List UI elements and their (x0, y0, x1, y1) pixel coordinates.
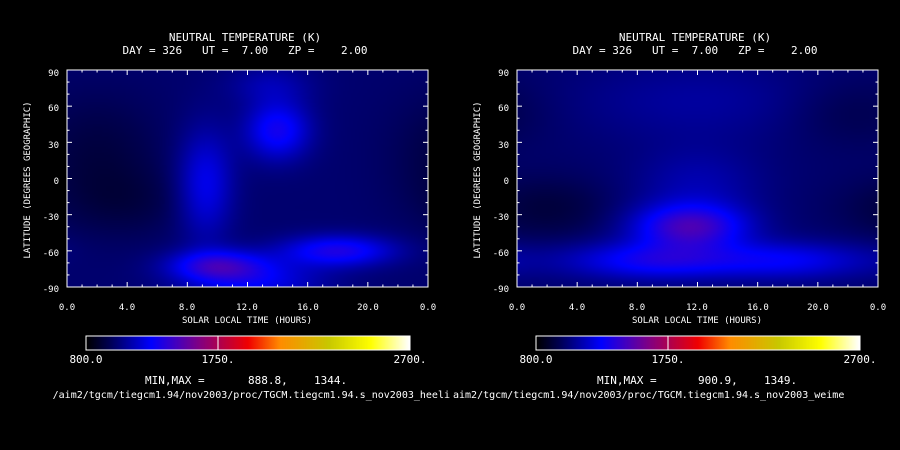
y-tick-label: 0 (54, 177, 59, 187)
x-tick-label: 20.0 (807, 303, 829, 313)
x-tick-label: 8.0 (179, 303, 195, 313)
chart-subtitle-left: DAY = 326 UT = 7.00 ZP = 2.00 (122, 44, 367, 57)
y-axis-label-right: LATITUDE (DEGREES GEOGRAPHIC) (473, 101, 483, 258)
heatmap-left (67, 70, 428, 287)
x-tick-label: 4.0 (119, 303, 135, 313)
colorbar-min-label: 800.0 (519, 353, 552, 366)
y-tick-label: -30 (43, 213, 59, 223)
y-tick-label: -30 (493, 213, 509, 223)
y-tick-label: 60 (498, 104, 509, 114)
tick-marks-right (516, 69, 879, 288)
colorbar-mid-label: 1750. (201, 353, 234, 366)
chart-title-left: NEUTRAL TEMPERATURE (K) (169, 31, 321, 44)
x-tick-label: 20.0 (357, 303, 379, 313)
y-tick-label: -90 (43, 285, 59, 295)
y-tick-label: 60 (48, 104, 59, 114)
colorbar-right (536, 336, 860, 350)
colorbar-max-label: 2700. (843, 353, 876, 366)
min-value-right: 900.9, (698, 374, 738, 387)
x-tick-label: 16.0 (297, 303, 319, 313)
x-tick-label: 8.0 (629, 303, 645, 313)
y-tick-label: -90 (493, 285, 509, 295)
min-value-left: 888.8, (248, 374, 288, 387)
source-path-right: aim2/tgcm/tiegcm1.94/nov2003/proc/TGCM.t… (453, 390, 844, 401)
source-path-left: /aim2/tgcm/tiegcm1.94/nov2003/proc/TGCM.… (53, 390, 450, 401)
x-axis-label-left: SOLAR LOCAL TIME (HOURS) (182, 316, 312, 326)
x-tick-label: 4.0 (569, 303, 585, 313)
x-tick-label: 0.0 (509, 303, 525, 313)
x-tick-label: 16.0 (747, 303, 769, 313)
panel-left: NEUTRAL TEMPERATURE (K) DAY = 326 UT = 7… (23, 31, 450, 401)
heatmap-right (517, 70, 878, 287)
tick-marks-left (66, 69, 429, 288)
x-axis-label-right: SOLAR LOCAL TIME (HOURS) (632, 316, 762, 326)
colorbar-left (86, 336, 410, 350)
y-tick-label: -60 (493, 249, 509, 259)
chart-title-right: NEUTRAL TEMPERATURE (K) (619, 31, 771, 44)
y-tick-label: 0 (504, 177, 509, 187)
panel-right: NEUTRAL TEMPERATURE (K) DAY = 326 UT = 7… (453, 31, 886, 401)
x-tick-label: 0.0 (420, 303, 436, 313)
y-tick-label: 90 (498, 69, 509, 79)
minmax-label-left: MIN,MAX = (145, 374, 205, 387)
colorbar-frame-left (85, 335, 411, 351)
x-tick-label: 12.0 (236, 303, 258, 313)
y-tick-label: 30 (498, 141, 509, 151)
colorbar-mid-label: 1750. (651, 353, 684, 366)
colorbar-max-label: 2700. (393, 353, 426, 366)
y-tick-label: 90 (48, 69, 59, 79)
x-tick-label: 0.0 (59, 303, 75, 313)
max-value-right: 1349. (764, 374, 797, 387)
x-tick-label: 12.0 (686, 303, 708, 313)
colorbar-frame-right (535, 335, 861, 351)
y-axis-label-left: LATITUDE (DEGREES GEOGRAPHIC) (23, 101, 33, 258)
y-tick-label: -60 (43, 249, 59, 259)
colorbar-min-label: 800.0 (69, 353, 102, 366)
max-value-left: 1344. (314, 374, 347, 387)
chart-subtitle-right: DAY = 326 UT = 7.00 ZP = 2.00 (572, 44, 817, 57)
x-tick-label: 0.0 (870, 303, 886, 313)
y-tick-label: 30 (48, 141, 59, 151)
minmax-label-right: MIN,MAX = (597, 374, 657, 387)
